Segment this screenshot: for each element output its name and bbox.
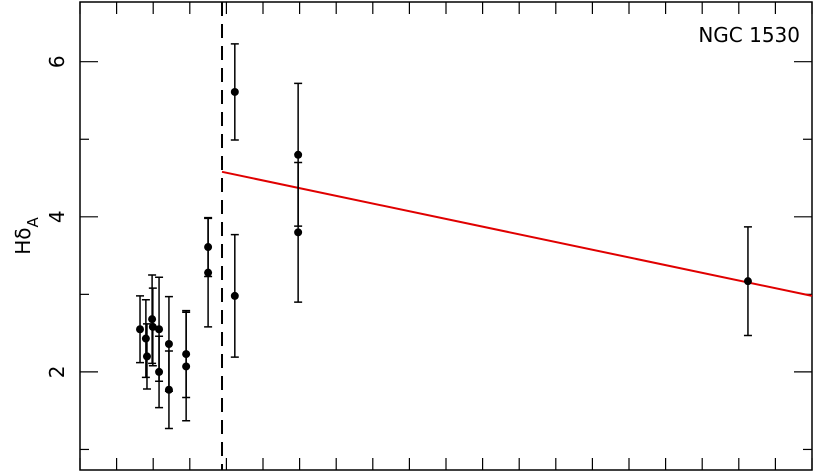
data-point <box>155 325 164 334</box>
fit-line <box>221 170 813 297</box>
data-point <box>294 228 303 237</box>
data-point <box>148 322 157 331</box>
data-point <box>141 334 150 343</box>
data-point <box>230 87 239 96</box>
data-point <box>204 268 213 277</box>
y-label-subscript: A <box>24 216 42 227</box>
data-point <box>136 325 145 334</box>
data-point <box>182 362 191 371</box>
data-point <box>155 367 164 376</box>
data-point <box>743 277 752 286</box>
y-tick-label: 6 <box>45 55 69 68</box>
y-label-main: Hδ <box>11 227 35 254</box>
y-tick-label: 4 <box>45 210 69 223</box>
annotation: NGC 1530 <box>698 23 800 47</box>
data-point <box>142 352 151 361</box>
data-point <box>230 291 239 300</box>
plot-frame <box>79 1 813 471</box>
data-point <box>164 339 173 348</box>
y-tick-label: 2 <box>45 366 69 379</box>
y-axis-label: HδA <box>11 216 42 254</box>
data-point <box>294 150 303 159</box>
data-point <box>164 385 173 394</box>
